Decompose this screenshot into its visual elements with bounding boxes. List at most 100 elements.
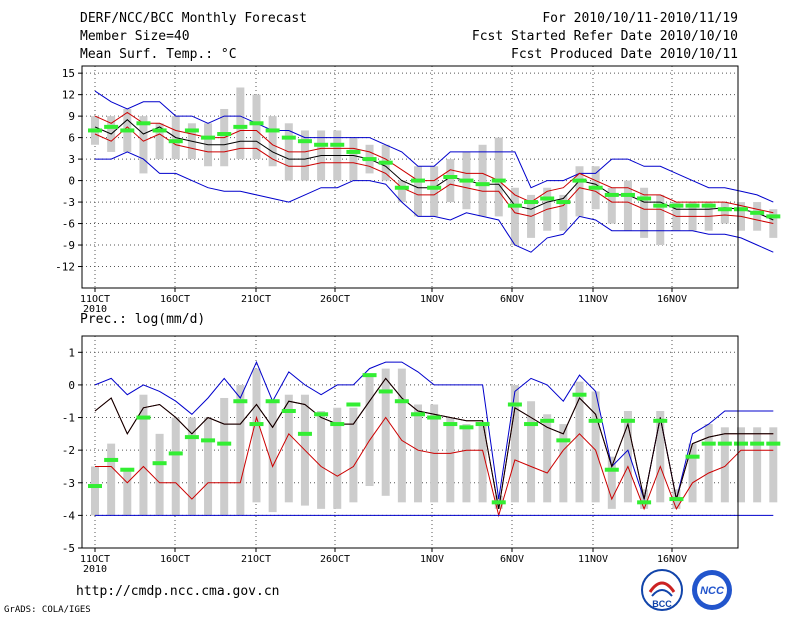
prec-ylabel-5: 0 bbox=[68, 379, 75, 392]
temp-member-11 bbox=[265, 128, 280, 133]
prec-bar-40 bbox=[737, 427, 745, 503]
temp-bar-13 bbox=[300, 130, 309, 181]
prec-member-23 bbox=[459, 425, 474, 430]
temp-xlabel-3: 26OCT bbox=[320, 294, 350, 305]
temp-xlabel-7: 16NOV bbox=[657, 294, 687, 305]
prec-bar-15 bbox=[333, 407, 342, 509]
temp-member-36 bbox=[669, 203, 684, 208]
prec-bar-37 bbox=[688, 443, 697, 503]
temp-member-10 bbox=[249, 121, 264, 126]
temp-bar-19 bbox=[397, 180, 406, 203]
temp-xlabel-1: 16OCT bbox=[160, 294, 190, 305]
forecast-started: Fcst Started Refer Date 2010/10/10 bbox=[471, 29, 738, 44]
prec-bar-17 bbox=[365, 375, 374, 487]
prec-bar-42 bbox=[769, 427, 778, 503]
ncc-logo-text: NCC bbox=[700, 585, 725, 597]
prec-bar-28 bbox=[543, 414, 552, 503]
prec-member-8 bbox=[217, 441, 232, 446]
member-size: Member Size=40 bbox=[80, 29, 190, 44]
prec-ylabel-3: -2 bbox=[62, 444, 75, 457]
temp-ylabel-9: 15 bbox=[62, 67, 75, 80]
prec-ylabel-4: -1 bbox=[62, 412, 75, 425]
temp-member-39 bbox=[717, 207, 732, 212]
temp-member-29 bbox=[556, 200, 571, 205]
prec-member-22 bbox=[443, 422, 458, 427]
prec-bar-14 bbox=[317, 411, 326, 509]
prec-member-28 bbox=[540, 418, 555, 423]
bcc-logo: BCC bbox=[641, 569, 683, 611]
prec-member-6 bbox=[184, 435, 199, 440]
temp-bar-20 bbox=[414, 166, 422, 217]
temp-xlabel-0: 11OCT bbox=[80, 294, 110, 305]
temp-member-38 bbox=[701, 203, 716, 208]
prec-member-13 bbox=[297, 431, 312, 436]
prec-bar-10 bbox=[252, 368, 261, 503]
prec-panel-title: Prec.: log(mm/d) bbox=[80, 312, 205, 327]
prec-bar-33 bbox=[623, 411, 632, 503]
temp-bar-35 bbox=[656, 194, 665, 246]
prec-xlabel-2: 21OCT bbox=[241, 554, 271, 565]
chart-title: DERF/NCC/BCC Monthly Forecast bbox=[80, 11, 307, 26]
temp-member-17 bbox=[362, 157, 377, 162]
prec-bar-8 bbox=[220, 397, 229, 516]
prec-ylabel-1: -4 bbox=[62, 509, 76, 522]
temp-member-1 bbox=[104, 124, 119, 129]
prec-bar-9 bbox=[236, 384, 245, 516]
temp-member-2 bbox=[120, 128, 135, 133]
prec-bar-3 bbox=[139, 394, 148, 516]
temp-bar-39 bbox=[720, 202, 729, 224]
temp-member-13 bbox=[297, 139, 312, 144]
temp-member-6 bbox=[184, 128, 199, 133]
temp-member-7 bbox=[201, 135, 216, 140]
prec-member-11 bbox=[265, 399, 280, 404]
prec-member-38 bbox=[701, 441, 716, 446]
temp-member-22 bbox=[443, 175, 458, 179]
prec-member-16 bbox=[346, 402, 361, 407]
prec-member-24 bbox=[475, 422, 490, 427]
temp-bar-9 bbox=[236, 87, 245, 160]
prec-xlabel-4: 1NOV bbox=[420, 554, 444, 565]
prec-xlabel-0: 11OCT bbox=[80, 554, 110, 565]
temp-line-min bbox=[95, 151, 774, 253]
prec-bar-23 bbox=[462, 424, 471, 503]
prec-member-3 bbox=[136, 415, 151, 420]
temp-xlabel-4: 1NOV bbox=[420, 294, 444, 305]
prec-member-14 bbox=[314, 412, 329, 417]
prec-member-21 bbox=[427, 415, 442, 420]
prec-bar-26 bbox=[510, 384, 519, 503]
temp-member-20 bbox=[411, 178, 425, 183]
prec-member-30 bbox=[572, 392, 587, 397]
prec-member-10 bbox=[249, 422, 264, 427]
temp-member-27 bbox=[524, 200, 539, 205]
temp-bar-11 bbox=[268, 116, 277, 167]
prec-xlabel-7: 16NOV bbox=[657, 554, 687, 565]
prec-bar-38 bbox=[704, 424, 713, 503]
prec-bar-35 bbox=[656, 411, 665, 503]
footer-url[interactable]: http://cmdp.ncc.cma.gov.cn bbox=[76, 584, 280, 599]
temp-bar-26 bbox=[510, 187, 519, 246]
prec-bar-39 bbox=[720, 427, 729, 503]
prec-bar-31 bbox=[591, 391, 600, 503]
temp-bar-16 bbox=[349, 137, 358, 181]
temp-xlabel-5: 6NOV bbox=[500, 294, 524, 305]
prec-member-35 bbox=[653, 418, 668, 423]
temp-member-5 bbox=[168, 139, 183, 144]
temp-line-lower bbox=[94, 126, 774, 224]
prec-bar-0 bbox=[91, 466, 99, 516]
prec-bar-24 bbox=[478, 424, 487, 503]
prec-member-29 bbox=[556, 438, 571, 443]
temp-member-31 bbox=[588, 185, 603, 190]
prec-member-37 bbox=[685, 454, 700, 459]
temp-member-23 bbox=[459, 178, 474, 183]
prec-xlabel-3: 26OCT bbox=[320, 554, 350, 565]
prec-bar-11 bbox=[268, 401, 277, 513]
prec-bar-2 bbox=[123, 469, 132, 516]
prec-member-27 bbox=[524, 422, 539, 427]
prec-member-20 bbox=[411, 412, 425, 417]
temp-ylabel-4: 0 bbox=[68, 175, 75, 188]
prec-bar-22 bbox=[446, 417, 455, 503]
temp-member-3 bbox=[136, 121, 151, 126]
temp-bar-30 bbox=[575, 166, 584, 217]
temp-member-15 bbox=[330, 142, 345, 147]
